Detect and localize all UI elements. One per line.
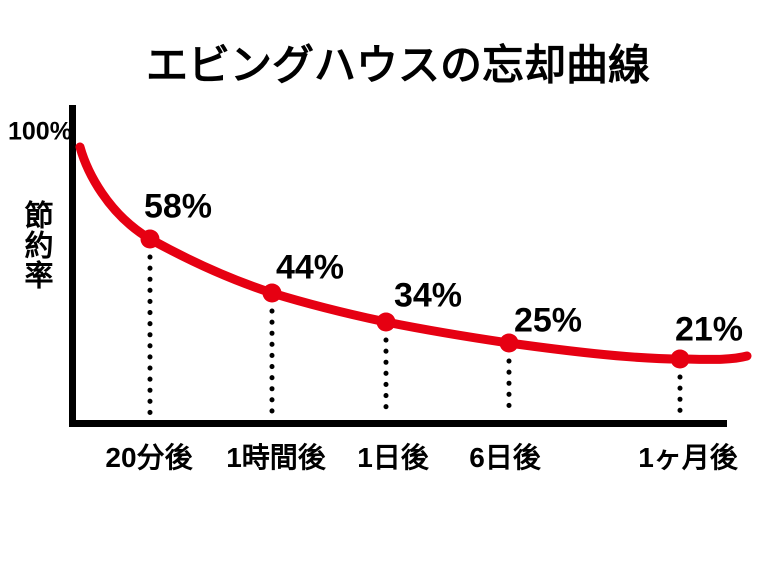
data-point-label: 58% xyxy=(143,187,213,226)
data-point-label: 34% xyxy=(393,276,463,315)
chart-title: エビングハウスの忘却曲線 xyxy=(145,41,651,89)
x-tick-label: 1ヶ月後 xyxy=(638,442,738,473)
x-tick-label: 20分後 xyxy=(105,442,193,473)
y-axis-title: 節約率 xyxy=(20,200,52,290)
y-axis-max-label: 100% xyxy=(8,117,72,146)
data-point-marker xyxy=(499,333,519,353)
data-point-label: 25% xyxy=(513,301,583,340)
data-point-label: 44% xyxy=(275,248,345,287)
data-point-marker xyxy=(376,312,396,332)
forgetting-curve-line xyxy=(75,142,752,364)
data-point-marker xyxy=(670,349,690,369)
x-tick-label: 1時間後 xyxy=(226,442,326,473)
data-point-marker xyxy=(140,229,160,249)
x-tick-label: 1日後 xyxy=(357,442,429,473)
x-tick-label: 6日後 xyxy=(469,442,541,473)
data-point-marker xyxy=(262,283,282,303)
data-point-label: 21% xyxy=(674,310,744,349)
